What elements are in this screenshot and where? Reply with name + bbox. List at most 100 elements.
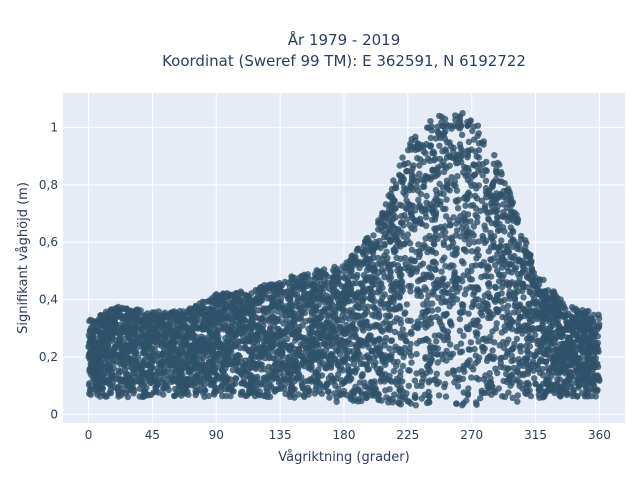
data-point [454, 288, 461, 295]
data-point [407, 340, 414, 348]
data-point [481, 222, 488, 229]
data-point [143, 384, 150, 391]
data-point [583, 385, 590, 393]
data-point [285, 368, 292, 375]
data-point [381, 273, 388, 281]
data-point [258, 352, 266, 360]
data-point [442, 146, 449, 153]
data-point [270, 355, 277, 362]
data-point [415, 241, 422, 248]
data-point [501, 393, 509, 401]
data-point [439, 325, 446, 332]
data-point [399, 378, 406, 385]
data-point [458, 309, 465, 316]
data-point [416, 201, 423, 209]
data-point [461, 236, 468, 243]
data-point [387, 274, 395, 281]
data-point [491, 243, 498, 251]
data-point [479, 312, 486, 319]
data-point [378, 375, 385, 383]
data-point [527, 392, 535, 400]
data-point [152, 384, 159, 391]
data-point [289, 319, 297, 326]
data-point [374, 347, 381, 354]
data-point [365, 285, 372, 292]
data-point [478, 262, 485, 269]
data-point [580, 331, 587, 338]
data-point [525, 250, 532, 258]
data-point [229, 336, 237, 344]
data-point [352, 396, 359, 403]
data-point [281, 381, 289, 388]
data-point [332, 310, 339, 317]
data-point [290, 349, 297, 357]
data-point [396, 270, 403, 277]
data-point [472, 360, 479, 367]
data-point [248, 312, 255, 319]
data-point [465, 346, 472, 353]
data-point [319, 360, 327, 367]
data-point [333, 303, 340, 311]
data-point [401, 254, 409, 262]
data-point [499, 338, 507, 346]
data-point [215, 337, 222, 344]
data-point [421, 178, 428, 186]
data-point [163, 372, 170, 379]
data-point [386, 236, 393, 243]
data-point [482, 177, 490, 184]
data-point [473, 195, 481, 202]
data-point [310, 280, 317, 288]
data-point [443, 331, 451, 338]
data-point [347, 393, 354, 401]
data-point [527, 318, 534, 325]
data-point [318, 330, 325, 337]
data-point [381, 234, 388, 241]
data-point [524, 379, 531, 387]
data-point [484, 209, 491, 216]
data-point [451, 268, 458, 276]
data-point [106, 381, 113, 388]
data-point [465, 240, 473, 248]
data-point [584, 372, 592, 380]
data-point [564, 389, 571, 396]
data-point [457, 155, 464, 162]
data-point [168, 374, 175, 381]
data-point [451, 280, 458, 288]
data-point [592, 330, 599, 337]
data-point [269, 294, 276, 302]
data-point [433, 284, 440, 291]
data-point [402, 331, 409, 339]
data-point [440, 158, 447, 165]
data-point [272, 387, 279, 394]
data-point [87, 316, 94, 323]
data-point [127, 337, 134, 344]
data-point [454, 123, 461, 130]
data-point [498, 329, 505, 336]
data-point [482, 184, 490, 192]
data-point [299, 309, 306, 317]
data-point [392, 247, 399, 254]
data-point [396, 201, 403, 208]
data-point [404, 231, 412, 238]
data-point [391, 289, 398, 297]
data-point [432, 155, 439, 162]
data-point [493, 306, 500, 313]
data-point [386, 345, 393, 352]
data-point [159, 378, 166, 386]
data-point [566, 319, 573, 326]
data-point [227, 392, 234, 400]
data-point [414, 324, 422, 332]
data-point [241, 327, 248, 334]
data-point [247, 326, 255, 333]
data-point [233, 375, 240, 382]
data-point [434, 123, 441, 130]
data-point [528, 308, 535, 315]
data-point [403, 301, 411, 308]
data-point [404, 200, 412, 207]
data-point [302, 318, 310, 325]
data-point [401, 241, 408, 248]
data-point [265, 380, 273, 388]
data-point [242, 338, 249, 346]
data-point [551, 338, 558, 345]
data-point [371, 298, 378, 305]
